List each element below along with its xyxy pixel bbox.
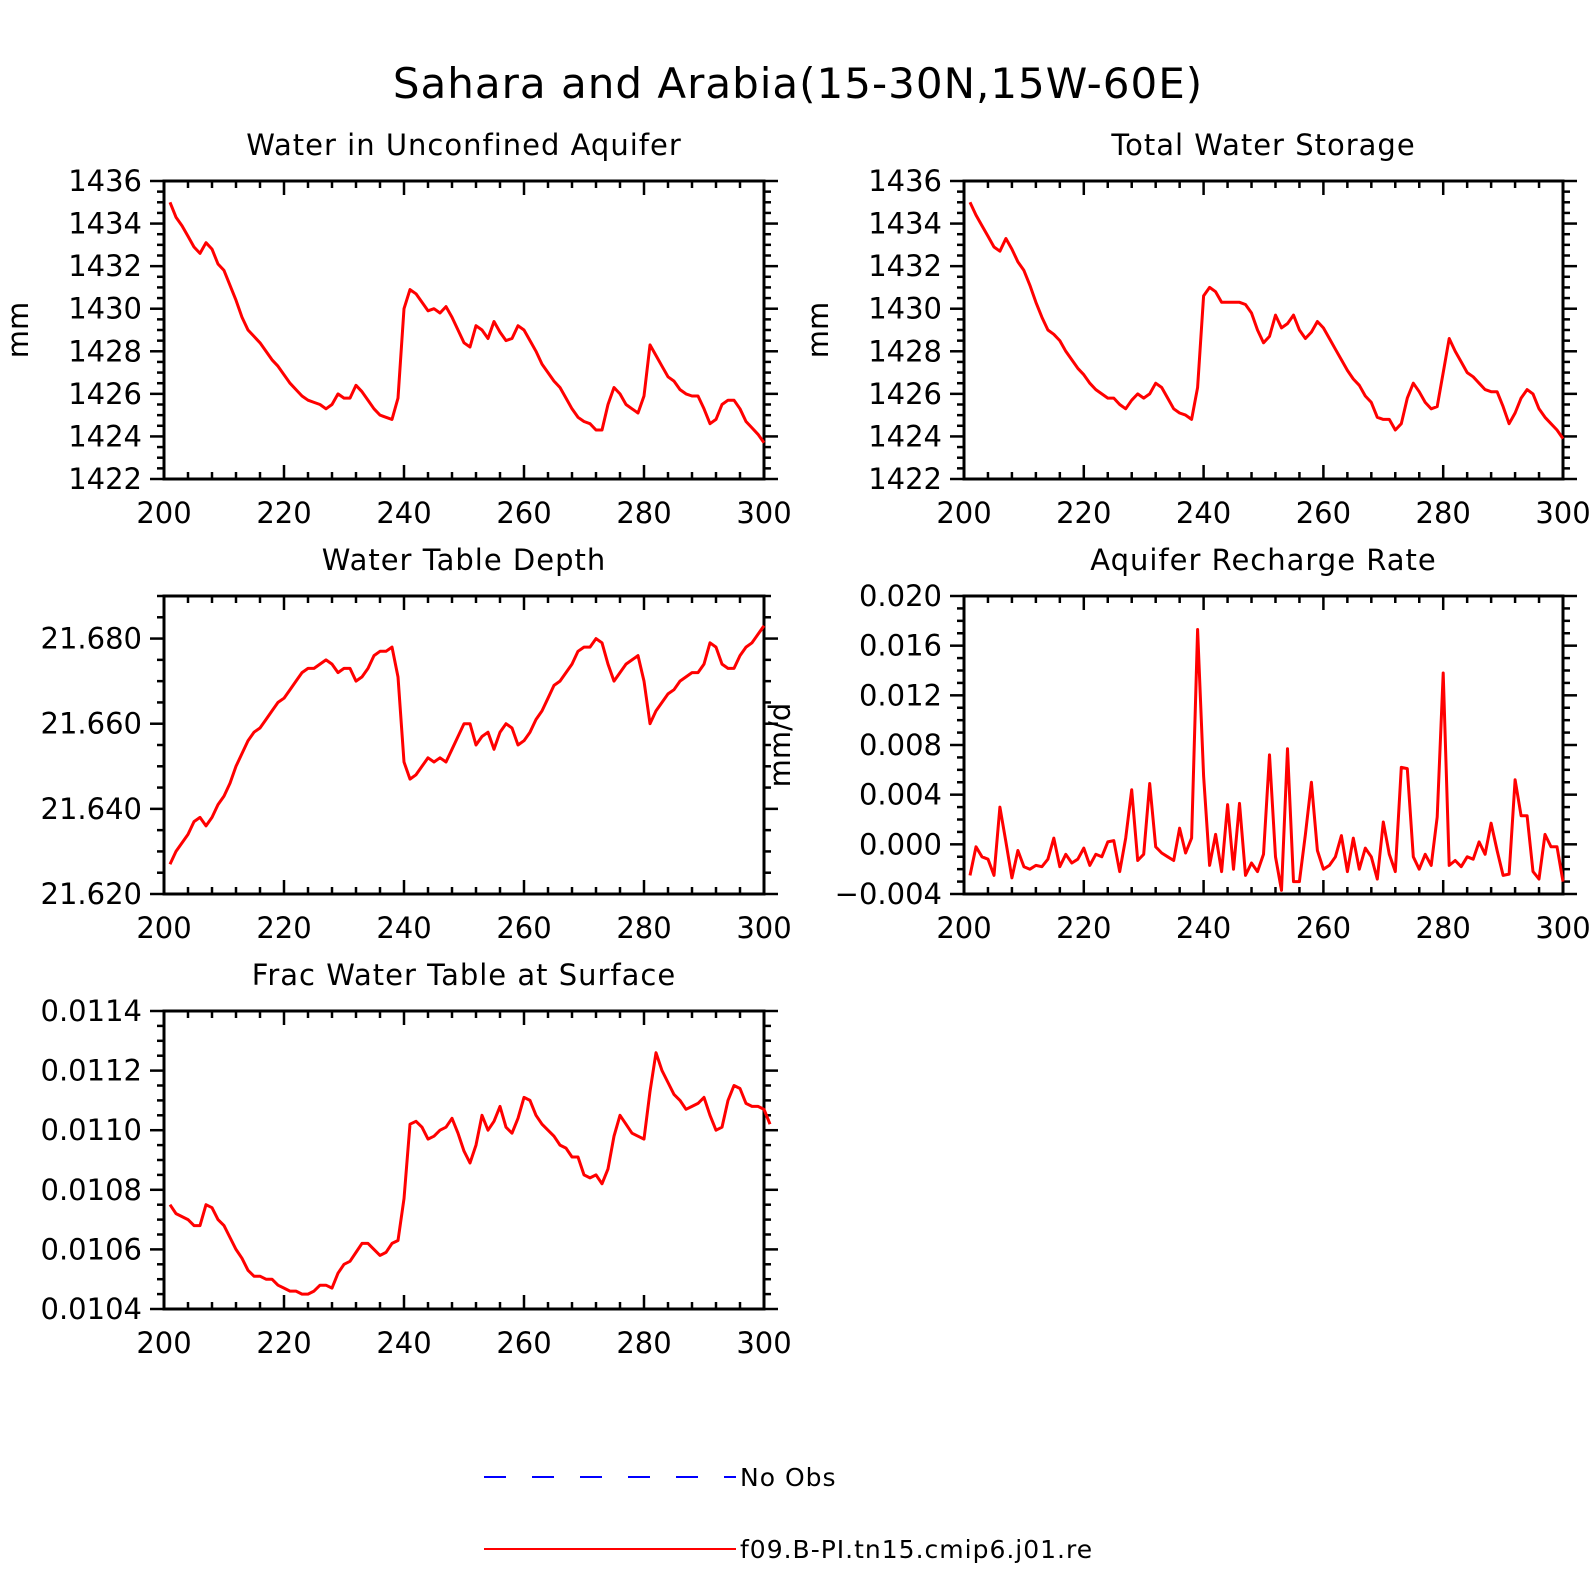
x-tick-label: 240 [376, 911, 431, 945]
panel-3: Water Table Depth 200 220 240 260 280 300 21.62… [41, 543, 792, 945]
y-tick-label: 0.020 [859, 579, 942, 613]
y-axis-label: mm/d [763, 703, 797, 788]
data-line-series-1 [168, 1051, 772, 1296]
x-tick-label: 220 [256, 496, 311, 530]
x-tick-label: 260 [496, 911, 551, 945]
plot-frame [162, 1009, 766, 1311]
x-tick-label: 200 [136, 1326, 191, 1360]
x-tick-label: 280 [616, 496, 671, 530]
y-tick-label: 0.012 [859, 678, 942, 712]
y-tick-label: 1432 [68, 249, 142, 283]
legend-label-model: f09.B-PI.tn15.cmip6.j01.re [740, 1535, 1093, 1564]
x-tick-label: 260 [1296, 911, 1351, 945]
data-line-series-1 [168, 624, 766, 865]
x-tick-label: 200 [936, 911, 991, 945]
y-axis-label: mm [1, 302, 35, 359]
x-tick-label: 280 [1416, 496, 1471, 530]
legend-label-obs: No Obs [740, 1463, 837, 1492]
y-tick-label: 21.640 [41, 792, 142, 826]
x-tick-label: 260 [496, 1326, 551, 1360]
x-tick-label: 280 [1416, 911, 1471, 945]
x-tick-label: 300 [736, 496, 791, 530]
x-tick-label: 240 [1176, 496, 1231, 530]
panel-title: Water Table Depth [322, 543, 607, 577]
x-tick-label: 280 [616, 1326, 671, 1360]
panel-title: Aquifer Recharge Rate [1090, 543, 1437, 577]
x-tick-label: 300 [736, 1326, 791, 1360]
x-tick-label: 220 [256, 911, 311, 945]
x-tick-label: 240 [376, 496, 431, 530]
y-tick-label: 21.620 [41, 877, 142, 911]
x-tick-label: 300 [1535, 496, 1590, 530]
y-tick-label: 1434 [68, 207, 142, 241]
y-tick-label: 1436 [868, 164, 942, 198]
y-tick-label: 1430 [68, 292, 142, 326]
y-axis-label: mm [801, 302, 835, 359]
plot-frame [962, 179, 1565, 481]
y-tick-label: 0.016 [859, 629, 942, 663]
y-tick-label: 0.008 [859, 728, 942, 762]
legend: No Obs f09.B-PI.tn15.cmip6.j01.re [484, 1463, 1093, 1564]
x-tick-label: 280 [616, 911, 671, 945]
x-tick-label: 240 [1176, 911, 1231, 945]
panel-title: Water in Unconfined Aquifer [246, 128, 682, 162]
x-tick-label: 300 [1535, 911, 1590, 945]
y-tick-label: 0.0112 [41, 1054, 142, 1088]
y-tick-label: 1432 [868, 249, 942, 283]
panel-4: Aquifer Recharge Rate 200 220 240 260 280 300 −… [763, 543, 1591, 945]
x-tick-label: 200 [136, 911, 191, 945]
plot-frame [162, 179, 766, 481]
data-line-series-1 [168, 201, 766, 444]
x-tick-label: 220 [256, 1326, 311, 1360]
x-tick-label: 240 [376, 1326, 431, 1360]
figure-title: Sahara and Arabia(15-30N,15W-60E) [393, 59, 1203, 108]
y-tick-label: 0.0114 [41, 994, 142, 1028]
y-tick-label: 0.0110 [41, 1113, 142, 1147]
panel-title: Total Water Storage [1110, 128, 1415, 162]
y-tick-label: 1422 [68, 462, 142, 496]
y-tick-label: 21.660 [41, 707, 142, 741]
y-tick-label: 1424 [868, 419, 942, 453]
y-tick-label: 1426 [68, 377, 142, 411]
x-tick-label: 200 [136, 496, 191, 530]
y-tick-label: 0.000 [859, 827, 942, 861]
x-tick-label: 260 [1296, 496, 1351, 530]
y-tick-label: 1436 [68, 164, 142, 198]
x-tick-label: 220 [1056, 911, 1111, 945]
y-tick-label: −0.004 [835, 877, 942, 911]
data-line-series-1 [968, 201, 1565, 440]
y-tick-label: 21.680 [41, 622, 142, 656]
y-tick-label: 1428 [868, 334, 942, 368]
x-tick-label: 220 [1056, 496, 1111, 530]
y-tick-label: 1430 [868, 292, 942, 326]
y-tick-label: 1434 [868, 207, 942, 241]
plot-frame [162, 594, 766, 896]
panel-title: Frac Water Table at Surface [252, 958, 676, 992]
y-tick-label: 0.0108 [41, 1173, 142, 1207]
y-tick-label: 0.004 [859, 778, 942, 812]
panel-2: Total Water Storage 200 220 240 260 280 300 142… [801, 128, 1591, 530]
plot-panels: Water in Unconfined Aquifer 200 220 240 260 2… [1, 128, 1591, 1360]
y-tick-label: 0.0104 [41, 1292, 142, 1326]
data-line-series-1 [968, 628, 1565, 892]
x-tick-label: 260 [496, 496, 551, 530]
y-tick-label: 1428 [68, 334, 142, 368]
panel-5: Frac Water Table at Surface 200 220 240 260 2… [41, 958, 792, 1360]
y-tick-label: 0.0106 [41, 1232, 142, 1266]
y-tick-label: 1422 [868, 462, 942, 496]
x-tick-label: 300 [736, 911, 791, 945]
y-tick-label: 1424 [68, 419, 142, 453]
y-tick-label: 1426 [868, 377, 942, 411]
panel-1: Water in Unconfined Aquifer 200 220 240 260 2… [1, 128, 792, 530]
x-tick-label: 200 [936, 496, 991, 530]
